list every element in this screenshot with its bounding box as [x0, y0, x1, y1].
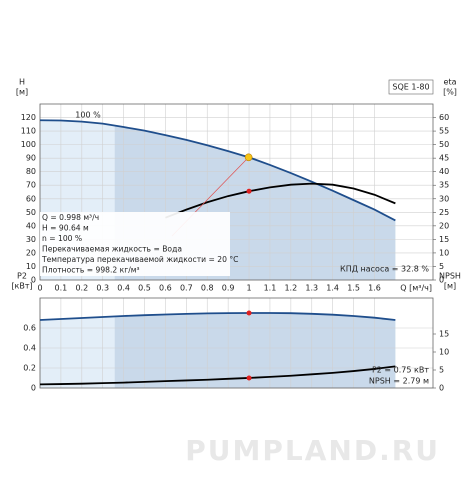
y-tick-label: 0.6 [23, 324, 36, 333]
y2-tick-label: 30 [439, 194, 449, 203]
x-tick-label: 1.6 [368, 284, 381, 293]
y2-tick-label: 60 [439, 113, 449, 122]
x-tick-label: 0.2 [75, 284, 88, 293]
y-tick-label: 70 [26, 181, 36, 190]
p2-point [246, 310, 252, 316]
y2-tick-label: 15 [439, 235, 449, 244]
y-axis-label: P2 [17, 272, 27, 281]
y2-tick-label: 10 [439, 248, 449, 257]
y-axis-label: [кВт] [11, 282, 32, 291]
curve-label: 100 % [75, 111, 101, 120]
y2-tick-label: 55 [439, 127, 449, 136]
y-tick-label: 20 [26, 248, 36, 257]
x-tick-label: 0.3 [96, 284, 109, 293]
x-tick-label: 1.2 [284, 284, 297, 293]
x-tick-label: 1 [246, 284, 251, 293]
curve-secondary [39, 365, 396, 386]
y-tick-label: 0 [31, 384, 36, 393]
watermark: PUMPLAND.RU [185, 434, 440, 467]
y-tick-label: 10 [26, 262, 36, 271]
plot-frame [39, 103, 434, 281]
y-tick-label: 30 [26, 235, 36, 244]
title-box [388, 79, 434, 95]
duty-point [244, 153, 253, 162]
y-tick-label: 0.4 [23, 344, 36, 353]
curve-primary [39, 312, 396, 321]
x-tick-label: 0.6 [159, 284, 172, 293]
range-shade [114, 313, 396, 388]
x-tick-label: 0.5 [138, 284, 151, 293]
info-text: n = 100 % [42, 234, 82, 243]
y-tick-label: 0 [31, 276, 36, 285]
y2-tick-label: 0 [439, 276, 444, 285]
curve-primary [39, 119, 396, 222]
y2-tick-label: 15 [439, 330, 449, 339]
chart-title: SQE 1-80 [392, 83, 429, 92]
x-tick-label: 1.3 [305, 284, 318, 293]
info-text: Плотность = 998.2 кг/м³ [42, 266, 140, 275]
x-axis-label: Q [м³/ч] [400, 284, 432, 293]
y2-axis-label: NPSH [439, 272, 461, 281]
y2-tick-label: 10 [439, 348, 449, 357]
y2-tick-label: 45 [439, 154, 449, 163]
info-text: H = 90.64 м [42, 224, 89, 233]
info-text: Температура перекачиваемой жидкости = 20… [41, 255, 238, 264]
y-axis-label: H [19, 78, 25, 87]
y-tick-label: 90 [26, 154, 36, 163]
npsh-point [246, 375, 252, 381]
y2-tick-label: 40 [439, 167, 449, 176]
eta-point [246, 188, 252, 194]
y2-tick-label: 20 [439, 221, 449, 230]
annotation: КПД насоса = 32.8 % [340, 265, 429, 274]
x-tick-label: 1.5 [347, 284, 360, 293]
y2-axis-label: [%] [443, 88, 457, 97]
y-axis-label: [м] [16, 88, 28, 97]
x-tick-label: 0.4 [117, 284, 130, 293]
y2-axis-label: eta [444, 78, 457, 87]
annotation: P2 = 0.75 кВт [372, 366, 429, 375]
y-tick-label: 0.2 [23, 364, 36, 373]
y2-tick-label: 50 [439, 140, 449, 149]
info-text: Перекачиваемая жидкость = Вода [42, 245, 182, 254]
y-tick-label: 100 [21, 140, 36, 149]
y-tick-label: 110 [21, 127, 36, 136]
y2-tick-label: 5 [439, 262, 444, 271]
x-tick-label: 0.7 [180, 284, 193, 293]
y2-axis-label: [м] [444, 282, 456, 291]
x-tick-label: 0.1 [55, 284, 68, 293]
x-tick-label: 0.8 [201, 284, 214, 293]
plot-frame [39, 297, 434, 389]
y-tick-label: 60 [26, 194, 36, 203]
x-tick-label: 1.1 [264, 284, 277, 293]
info-box [40, 212, 230, 276]
annotation: NPSH = 2.79 м [369, 377, 429, 386]
y2-tick-label: 25 [439, 208, 449, 217]
y2-tick-label: 5 [439, 366, 444, 375]
y-tick-label: 40 [26, 221, 36, 230]
y-tick-label: 50 [26, 208, 36, 217]
y2-tick-label: 35 [439, 181, 449, 190]
info-text: Q = 0.998 м³/ч [42, 213, 99, 222]
x-tick-label: 0.9 [222, 284, 235, 293]
x-tick-label: 1.4 [326, 284, 339, 293]
x-tick-label: 0 [37, 284, 42, 293]
y-tick-label: 120 [21, 113, 36, 122]
y2-tick-label: 0 [439, 384, 444, 393]
y-tick-label: 80 [26, 167, 36, 176]
